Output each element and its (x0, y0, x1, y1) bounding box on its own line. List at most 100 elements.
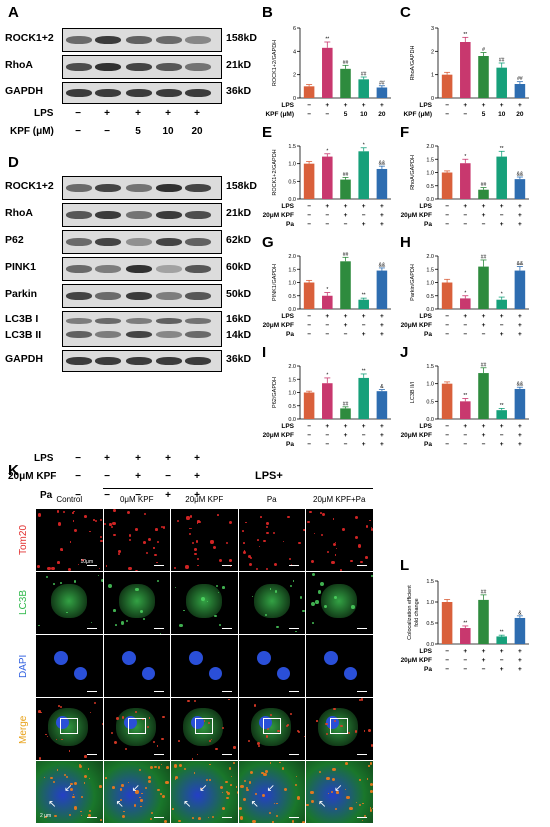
image-cell (36, 635, 103, 697)
signal-spot (63, 510, 66, 513)
signal-spot (46, 575, 49, 579)
signal-spot (140, 799, 143, 802)
signal-spot (360, 560, 364, 564)
signal-spot (189, 528, 191, 530)
condition-value: − (75, 108, 81, 119)
scale-bar (356, 565, 367, 566)
signal-spot (346, 795, 350, 800)
significance-mark: * (326, 287, 328, 293)
bar (496, 410, 507, 419)
signal-spot (371, 807, 373, 809)
signal-spot (145, 552, 148, 555)
signal-spot (306, 803, 309, 807)
condition-value: − (325, 331, 329, 338)
bar (460, 298, 471, 309)
condition-value: − (104, 471, 110, 482)
signal-spot (360, 698, 364, 701)
band (185, 89, 211, 97)
band (95, 265, 121, 273)
signal-spot (101, 578, 103, 583)
signal-spot (196, 522, 199, 524)
bar (514, 179, 526, 199)
scale-bar (221, 691, 232, 692)
band (156, 89, 182, 97)
condition-value: + (325, 203, 329, 210)
signal-spot (215, 747, 218, 751)
signal-spot (371, 528, 373, 531)
bar (496, 299, 507, 309)
signal-spot (242, 551, 246, 555)
condition-value: − (482, 221, 486, 228)
signal-spot (110, 525, 113, 528)
blot-strip (62, 82, 222, 104)
signal-spot (146, 726, 149, 729)
significance-mark: ** (463, 393, 467, 399)
signal-spot (121, 784, 124, 787)
bar (340, 68, 351, 98)
condition-value: − (307, 313, 311, 320)
condition-label: LPS (34, 453, 54, 464)
condition-value: − (445, 657, 449, 664)
nucleus (189, 651, 203, 665)
scale-bar (86, 754, 97, 755)
nucleus (74, 667, 87, 680)
signal-spot (153, 547, 155, 549)
cell-body (318, 708, 358, 746)
nucleus (324, 651, 338, 665)
condition-value: − (325, 111, 329, 118)
signal-spot (147, 537, 152, 542)
signal-spot (318, 802, 320, 804)
y-tick-label: 1.0 (288, 391, 296, 397)
condition-value: + (482, 203, 486, 210)
significance-mark: ## (343, 60, 349, 66)
signal-spot (287, 515, 290, 519)
panel-label-e: E (262, 124, 273, 141)
signal-spot (68, 750, 70, 752)
significance-mark: * (464, 154, 466, 160)
condition-value: + (165, 108, 171, 119)
condition-value: + (500, 666, 504, 673)
signal-spot (72, 512, 74, 514)
bar (358, 299, 369, 309)
blot-strip (62, 350, 222, 372)
molecular-weight: 14kD (226, 329, 252, 341)
signal-spot (303, 528, 305, 532)
signal-spot (138, 768, 141, 771)
condition-label: KPF (μM) (403, 111, 432, 118)
panel-label-g: G (262, 234, 274, 251)
image-cell: ↙ ↖ (238, 761, 305, 823)
scale-bar (289, 565, 299, 566)
condition-value: + (500, 313, 504, 320)
molecular-weight: 158kD (226, 32, 257, 44)
band (126, 184, 152, 192)
scale-label: 10μm (80, 559, 94, 565)
condition-label: Pa (424, 221, 432, 228)
cell-body (321, 584, 357, 618)
signal-spot (143, 540, 147, 544)
arrow: ↙ (266, 783, 275, 794)
signal-spot (209, 779, 211, 781)
condition-value: − (104, 490, 110, 501)
signal-spot (84, 515, 87, 519)
y-tick-label: 1.5 (426, 364, 434, 370)
signal-spot (368, 765, 370, 767)
condition-label: KPF (μM) (10, 126, 54, 137)
y-tick-label: 0 (293, 96, 296, 102)
signal-spot (58, 705, 61, 707)
condition-value: − (482, 331, 486, 338)
signal-spot (154, 554, 157, 557)
row-label: LC3B (18, 589, 29, 615)
signal-spot (210, 540, 214, 544)
y-axis-label-line: fold change (414, 598, 420, 626)
signal-spot (274, 590, 278, 593)
condition-value: + (135, 108, 141, 119)
signal-spot (38, 624, 40, 627)
bar (478, 599, 489, 644)
condition-value: − (482, 666, 486, 673)
arrow: ↙ (199, 783, 208, 794)
bar (358, 79, 369, 98)
condition-label: Pa (40, 490, 53, 501)
y-axis-label: RhoA/GAPDH (410, 155, 416, 190)
band (126, 265, 152, 273)
significance-mark: ## (343, 401, 349, 407)
